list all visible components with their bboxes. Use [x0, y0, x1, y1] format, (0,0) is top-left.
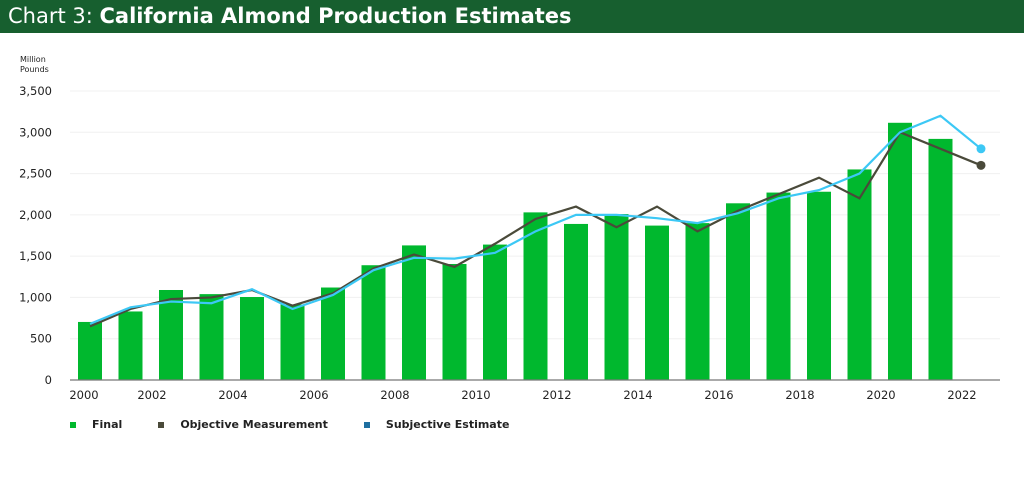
bar-final-2011: [523, 212, 548, 380]
x-tick-label: 2018: [785, 388, 814, 402]
bar-final-2008: [402, 245, 426, 380]
bar-final-2000: [78, 321, 102, 380]
chart-title: California Almond Production Estimates: [99, 4, 572, 28]
bar-final-2007: [361, 265, 386, 380]
x-tick-label: 2002: [137, 388, 166, 402]
legend-label: Subjective Estimate: [385, 418, 510, 431]
bar-final-2006: [321, 287, 345, 380]
final-swatch-icon: [70, 421, 76, 428]
legend-item-objective: Objective Measurement: [158, 418, 328, 431]
endpoint-objective: [976, 160, 986, 170]
x-tick-label: 2006: [299, 388, 328, 402]
x-tick-label: 2022: [947, 388, 976, 402]
bar-final-2001: [118, 311, 143, 380]
x-tick-label: 2010: [461, 388, 490, 402]
legend-item-subjective: Subjective Estimate: [363, 418, 510, 431]
x-tick-label: 2020: [866, 388, 895, 402]
bar-final-2013: [604, 214, 629, 380]
bar-final-2017: [766, 192, 791, 380]
y-tick-label: 500: [30, 332, 52, 346]
legend-item-final: Final: [70, 418, 122, 431]
bar-final-2016: [726, 203, 750, 380]
bar-final-2020: [888, 122, 912, 380]
legend: Final Objective Measurement Subjective E…: [70, 418, 545, 431]
bar-final-2012: [564, 223, 588, 380]
bar-final-2004: [240, 297, 264, 380]
chart-header: Chart 3: California Almond Production Es…: [0, 0, 1024, 33]
bar-final-2002: [159, 289, 183, 380]
bar-final-2010: [483, 244, 507, 380]
y-axis-label-line2: Pounds: [20, 65, 49, 74]
subjective-swatch-icon: [363, 421, 370, 428]
x-tick-label: 2016: [704, 388, 733, 402]
bar-final-2014: [645, 225, 669, 380]
y-tick-label: 2,500: [19, 167, 52, 181]
x-tick-label: 2000: [69, 388, 98, 402]
bar-final-2005: [280, 304, 305, 380]
y-tick-label: 0: [45, 373, 52, 387]
legend-label: Final: [92, 418, 123, 431]
bar-final-2009: [442, 263, 467, 380]
objective-swatch-icon: [158, 421, 165, 428]
bar-final-2021: [928, 138, 953, 380]
y-tick-label: 3,000: [19, 125, 52, 139]
bar-final-2019: [847, 169, 872, 380]
x-tick-label: 2004: [218, 388, 247, 402]
y-axis-label-line1: Million: [20, 55, 46, 64]
x-tick-label: 2008: [380, 388, 409, 402]
x-tick-label: 2014: [623, 388, 652, 402]
legend-label: Objective Measurement: [180, 418, 328, 431]
bar-final-2018: [807, 191, 831, 380]
bar-final-2015: [685, 223, 710, 380]
y-tick-label: 2,000: [19, 208, 52, 222]
line-subjective: [89, 114, 982, 325]
endpoint-subjective: [976, 144, 986, 154]
chart-number: Chart 3:: [8, 4, 93, 28]
y-tick-label: 1,000: [19, 290, 52, 304]
x-tick-label: 2012: [542, 388, 571, 402]
y-tick-label: 1,500: [19, 249, 52, 263]
bar-final-2003: [199, 294, 224, 380]
y-tick-label: 3,500: [19, 84, 52, 98]
